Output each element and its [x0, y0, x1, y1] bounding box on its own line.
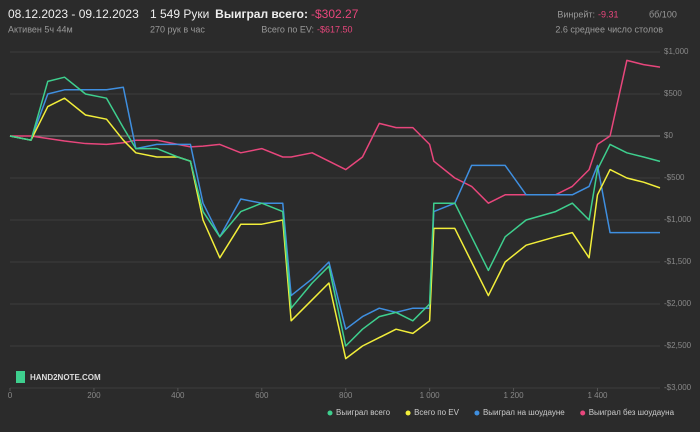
active: Активен 5ч 44м — [8, 24, 73, 34]
legend-marker — [405, 410, 411, 416]
series-line — [9, 76, 661, 347]
tables: 2.6 среднее число столов — [555, 24, 663, 34]
ev-label: Всего по EV: — [261, 24, 314, 34]
x-tick-label: 800 — [339, 391, 353, 400]
y-tick-label: -$2,500 — [664, 341, 692, 350]
won-label: Выиграл всего: — [215, 7, 308, 21]
logo-icon — [16, 371, 25, 383]
legend-label: Выиграл без шоудауна — [589, 408, 675, 417]
y-tick-label: -$500 — [664, 173, 685, 182]
series-line — [9, 86, 660, 330]
x-tick-label: 600 — [255, 391, 269, 400]
winrate-value: -9.31 — [598, 9, 619, 19]
x-tick-label: 0 — [8, 391, 13, 400]
y-tick-label: -$1,000 — [664, 215, 692, 224]
dates: 08.12.2023 - 09.12.2023 — [8, 7, 139, 21]
legend-marker — [580, 410, 586, 416]
legend-label: Выиграл всего — [336, 408, 391, 417]
y-tick-label: -$1,500 — [664, 257, 692, 266]
legend-marker — [327, 410, 333, 416]
y-tick-label: -$2,000 — [664, 299, 692, 308]
x-tick-label: 200 — [87, 391, 101, 400]
winrate-unit: бб/100 — [649, 9, 677, 19]
rate: 270 рук в час — [150, 24, 205, 34]
y-tick-label: -$3,000 — [664, 383, 692, 392]
x-tick-label: 1 400 — [587, 391, 608, 400]
series-line — [10, 59, 661, 204]
y-tick-label: $1,000 — [664, 47, 689, 56]
legend-label: Выиграл на шоудауне — [483, 408, 565, 417]
legend-marker — [474, 410, 480, 416]
hands: 1 549 Руки — [150, 7, 209, 21]
logo: HAND2NOTE.COM — [30, 373, 101, 382]
x-tick-label: 400 — [171, 391, 185, 400]
x-tick-label: 1 000 — [420, 391, 441, 400]
ev-value: -$617.50 — [317, 24, 353, 34]
series-line — [9, 97, 661, 360]
y-tick-label: $500 — [664, 89, 682, 98]
legend-label: Всего по EV — [414, 408, 460, 417]
won-value: -$302.27 — [311, 7, 359, 21]
y-tick-label: $0 — [664, 131, 673, 140]
winrate-label: Винрейт: — [557, 9, 595, 19]
x-tick-label: 1 200 — [504, 391, 525, 400]
